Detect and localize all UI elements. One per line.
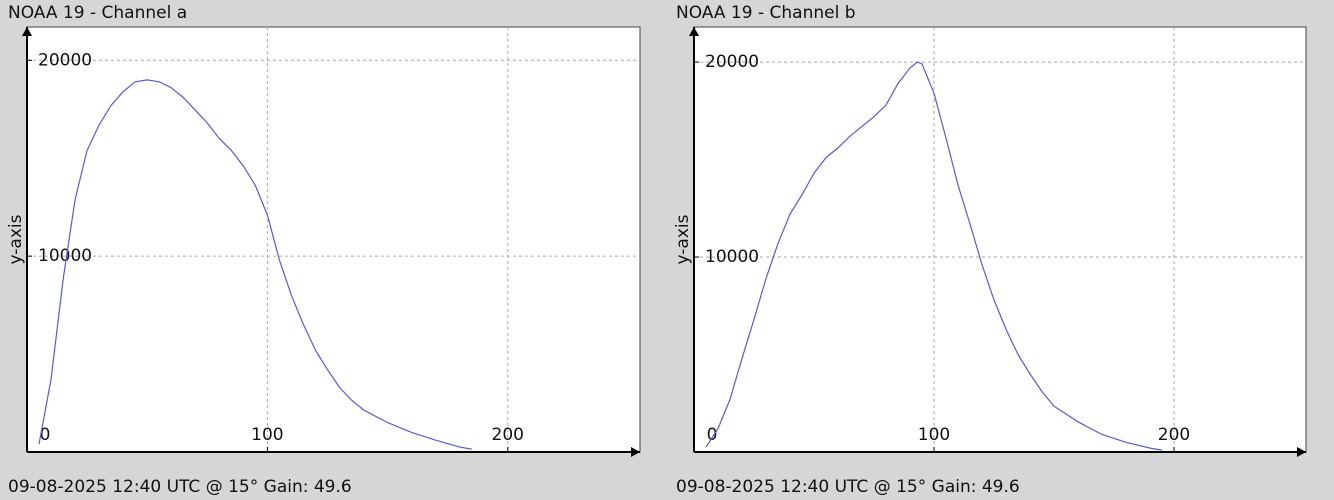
y-tick-label: 20000: [38, 50, 92, 70]
footer: 09-08-2025 12:40 UTC @ 15° Gain: 49.6: [676, 477, 1020, 497]
y-tick-label: 10000: [38, 246, 92, 266]
y-tick-label: 20000: [705, 52, 759, 72]
y-tick-label: 10000: [705, 247, 759, 267]
x-axis-arrow: [631, 447, 640, 457]
data-line: [38, 79, 472, 450]
x-axis-arrow: [1297, 447, 1306, 457]
x-tick-label: 200: [492, 425, 524, 445]
x-tick-label: 0: [40, 425, 51, 445]
plot-area: [26, 26, 641, 453]
y-axis-arrow: [22, 27, 32, 36]
x-tick-label: 100: [251, 425, 283, 445]
x-tick-label: 0: [707, 425, 718, 445]
y-axis-arrow: [689, 27, 699, 36]
chart-title: NOAA 19 - Channel a: [8, 3, 187, 23]
x-tick-label: 200: [1158, 425, 1190, 445]
chart-title: NOAA 19 - Channel b: [676, 3, 856, 23]
plot-area: [693, 26, 1307, 453]
x-tick-label: 100: [918, 425, 950, 445]
y-axis-title: y-axis: [6, 214, 26, 264]
footer: 09-08-2025 12:40 UTC @ 15° Gain: 49.6: [8, 477, 352, 497]
y-axis-title: y-axis: [673, 214, 693, 264]
data-line: [705, 61, 1163, 451]
